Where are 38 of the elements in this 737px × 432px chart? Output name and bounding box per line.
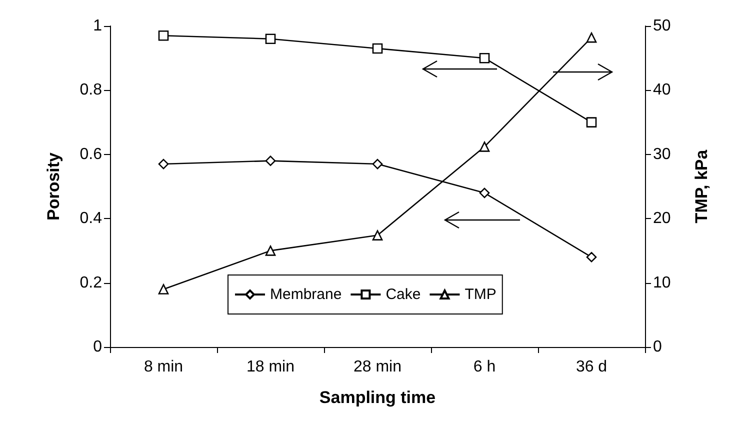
point: [372, 230, 383, 240]
y-tick-label: 0.2: [80, 274, 102, 292]
point: [479, 142, 490, 152]
point: [372, 43, 383, 54]
point: [265, 246, 276, 256]
point: [586, 32, 597, 43]
point: [158, 158, 169, 170]
y-tick-label: 0.4: [80, 210, 102, 228]
y2-tick-label: 20: [653, 210, 671, 228]
y-tick-label: 0.6: [80, 146, 102, 163]
point: [372, 158, 383, 170]
legend-label: TMP: [464, 286, 496, 303]
x-tick-label: 6 h: [473, 358, 496, 376]
y-tick-label: 0: [93, 338, 102, 356]
point: [158, 30, 169, 41]
point: [479, 52, 490, 64]
x-tick-label: 36 d: [576, 358, 608, 376]
legend-label: Membrane: [270, 286, 342, 303]
legend-label: Cake: [386, 286, 421, 303]
y-tick-label: 1: [93, 18, 102, 34]
y2-axis-title: TMP, kPa: [692, 149, 711, 224]
y2-tick-label: 10: [653, 274, 671, 292]
y2-tick-label: 40: [653, 82, 671, 99]
y2-tick-label: 30: [653, 146, 671, 163]
x-axis-title: Sampling time: [319, 388, 436, 407]
y-tick-label: 0.8: [80, 82, 102, 99]
y-axis-title: Porosity: [44, 152, 63, 221]
x-tick-label: 18 min: [246, 358, 295, 376]
point: [586, 117, 597, 128]
point: [586, 252, 597, 262]
y2-tick-label: 0: [653, 338, 662, 356]
point: [265, 156, 276, 166]
x-tick-label: 8 min: [144, 358, 184, 376]
point: [479, 188, 490, 198]
point: [158, 284, 169, 294]
x-tick-label: 28 min: [353, 358, 402, 376]
point: [265, 34, 276, 44]
y2-tick-label: 50: [653, 18, 671, 34]
